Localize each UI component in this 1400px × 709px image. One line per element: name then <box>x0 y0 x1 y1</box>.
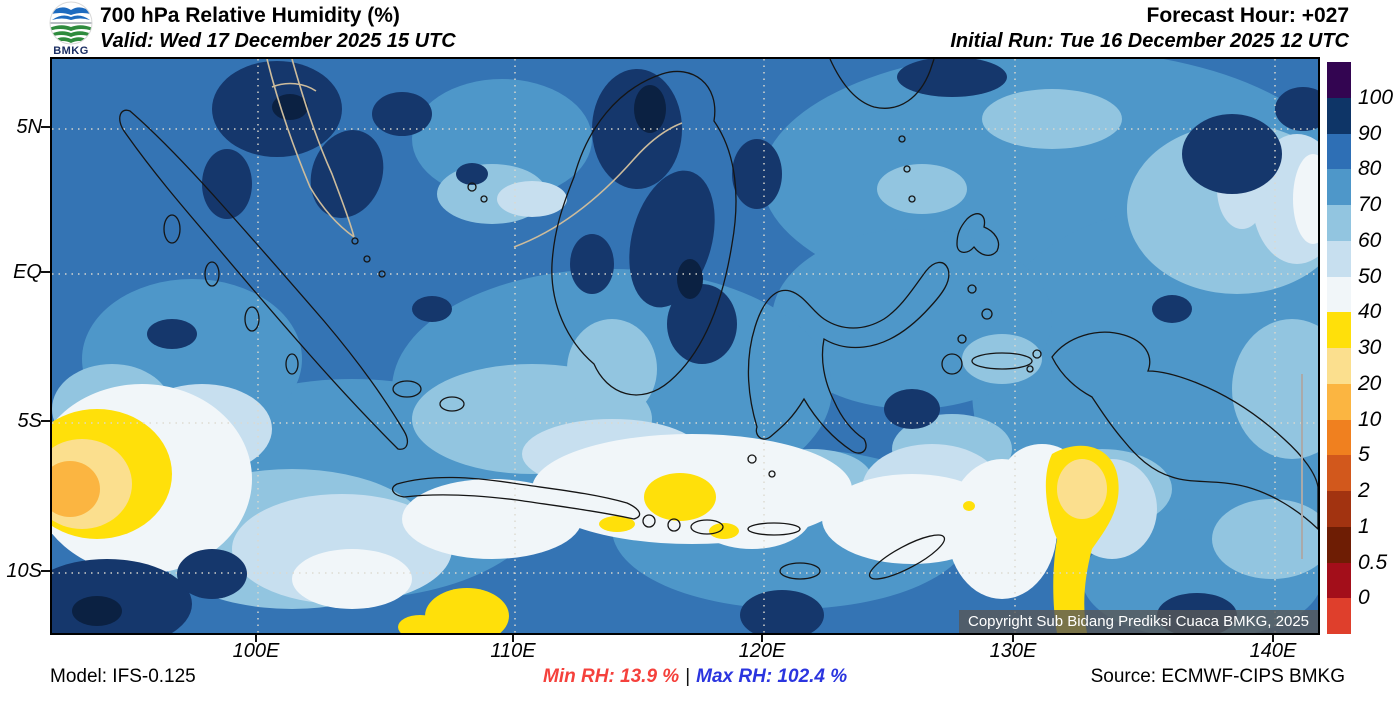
colorbar-tick-label: 60 <box>1358 228 1382 252</box>
colorbar-tick-label: 40 <box>1358 300 1382 324</box>
colorbar-segment <box>1327 348 1351 384</box>
lon-tick <box>1272 635 1274 642</box>
colorbar-tick-label: 80 <box>1358 157 1382 181</box>
lat-label: EQ <box>13 261 42 283</box>
colorbar-tick-label: 90 <box>1358 121 1382 145</box>
lat-label: 5S <box>17 410 42 432</box>
bmkg-logo-label: BMKG <box>53 45 89 57</box>
colorbar <box>1327 62 1351 634</box>
colorbar-segment <box>1327 491 1351 527</box>
lat-tick <box>41 570 50 572</box>
colorbar-segment <box>1327 169 1351 205</box>
colorbar-segment <box>1327 419 1351 456</box>
lon-tick <box>761 635 763 642</box>
minmax-separator: | <box>685 666 691 687</box>
colorbar-tick-label: 1 <box>1358 514 1370 538</box>
lon-tick <box>512 635 514 642</box>
colorbar-tick-label: 10 <box>1358 407 1382 431</box>
lon-label: 140E <box>1249 640 1297 662</box>
colorbar-segment <box>1327 276 1351 313</box>
colorbar-segment <box>1327 562 1351 599</box>
lon-label: 100E <box>232 640 280 662</box>
colorbar-segment <box>1327 312 1351 348</box>
colorbar-segment <box>1327 62 1351 98</box>
colorbar-segment <box>1327 205 1351 241</box>
lon-tick <box>1012 635 1014 642</box>
colorbar-segment <box>1327 133 1351 170</box>
colorbar-labels: 100 90 80 70 60 50 40 30 20 10 5 2 1 0.5 0 <box>1358 62 1400 634</box>
colorbar-tick-label: 0.5 <box>1358 550 1388 574</box>
lon-label: 110E <box>490 640 536 662</box>
colorbar-tick-label: 2 <box>1358 479 1370 502</box>
colorbar-tick-label: 5 <box>1358 443 1370 467</box>
min-rh: Min RH: 13.9 % <box>543 666 680 687</box>
map-canvas: Copyright Sub Bidang Prediksi Cuaca BMKG… <box>50 57 1320 635</box>
colorbar-tick-label: 100 <box>1358 85 1394 109</box>
lon-label: 130E <box>989 640 1037 662</box>
lat-label: 5N <box>16 116 42 138</box>
colorbar-segment <box>1327 526 1351 563</box>
minmax-rh: Min RH: 13.9 % | Max RH: 102.4 % <box>543 666 847 688</box>
rh-contour-map <box>52 59 1318 633</box>
lat-tick <box>41 271 50 273</box>
lat-label: 10S <box>6 560 42 582</box>
valid-time: Valid: Wed 17 December 2025 15 UTC <box>100 30 456 52</box>
lat-tick <box>41 126 50 128</box>
colorbar-segment <box>1327 383 1351 420</box>
page-title: 700 hPa Relative Humidity (%) <box>100 4 400 27</box>
colorbar-segment <box>1327 455 1351 491</box>
colorbar-tick-label: 0 <box>1358 586 1370 610</box>
initial-run: Initial Run: Tue 16 December 2025 12 UTC <box>950 30 1349 52</box>
lon-tick <box>255 635 257 642</box>
bmkg-logo-icon: BMKG <box>44 1 98 57</box>
copyright-overlay: Copyright Sub Bidang Prediksi Cuaca BMKG… <box>958 610 1318 633</box>
colorbar-segment <box>1327 97 1351 134</box>
colorbar-tick-label: 70 <box>1358 193 1382 216</box>
forecast-hour: Forecast Hour: +027 <box>1146 4 1350 27</box>
colorbar-segment <box>1327 598 1351 634</box>
colorbar-tick-label: 50 <box>1358 264 1382 288</box>
source-label: Source: ECMWF-CIPS BMKG <box>1090 666 1345 687</box>
model-label: Model: IFS-0.125 <box>50 666 196 687</box>
colorbar-segment <box>1327 240 1351 277</box>
max-rh: Max RH: 102.4 % <box>696 666 848 687</box>
colorbar-tick-label: 30 <box>1358 336 1382 359</box>
lat-tick <box>41 420 50 422</box>
colorbar-tick-label: 20 <box>1358 371 1382 395</box>
lon-label: 120E <box>738 640 786 662</box>
